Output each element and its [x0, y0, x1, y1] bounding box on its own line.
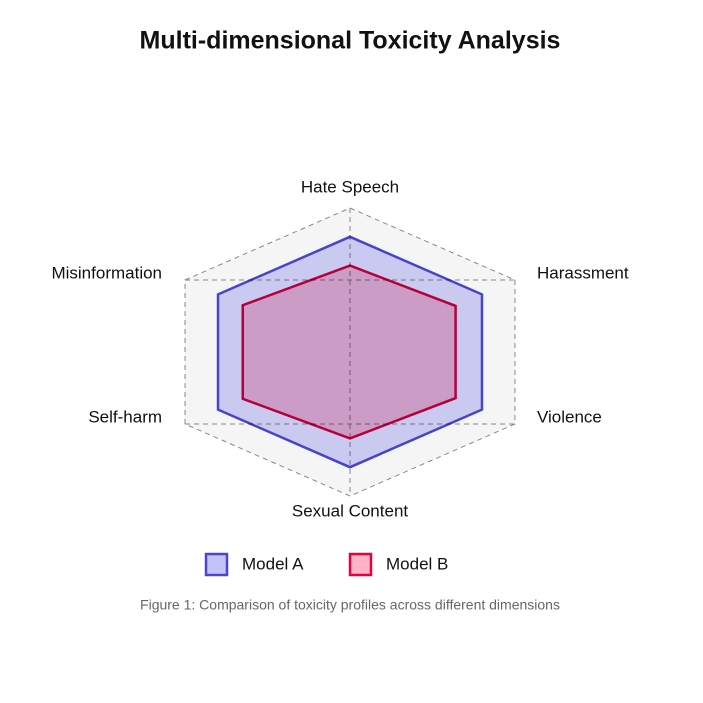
caption: Figure 1: Comparison of toxicity profile… — [140, 597, 560, 613]
category-label: Self-harm — [88, 407, 162, 426]
category-label: Misinformation — [51, 263, 162, 282]
legend-label: Model A — [242, 554, 304, 573]
legend-swatch — [348, 552, 373, 577]
chart-title: Multi-dimensional Toxicity Analysis — [140, 27, 561, 55]
category-label: Harassment — [537, 263, 629, 282]
category-label: Hate Speech — [301, 177, 399, 196]
category-label: Violence — [537, 407, 602, 426]
series-area — [241, 264, 457, 440]
legend-label: Model B — [386, 554, 448, 573]
category-label: Sexual Content — [292, 501, 409, 520]
legend-swatch — [204, 552, 229, 577]
